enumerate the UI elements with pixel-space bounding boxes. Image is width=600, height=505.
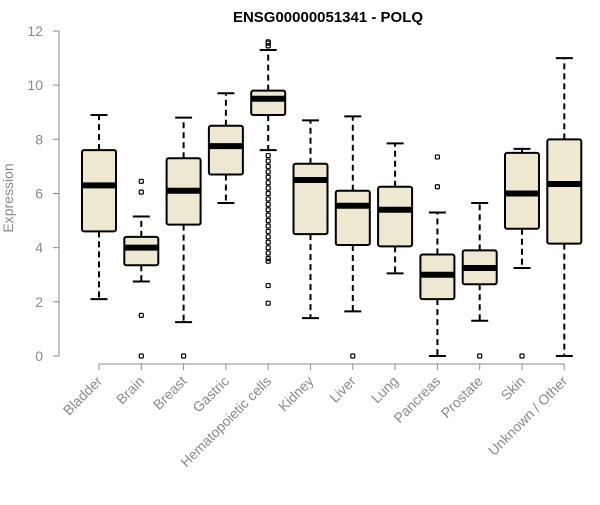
- outlier-point: [265, 300, 271, 306]
- x-tick-label: Kidney: [275, 373, 317, 415]
- outlier-point: [265, 39, 271, 45]
- y-tick-label: 6: [35, 186, 43, 202]
- outlier-point: [265, 250, 271, 256]
- box-group-skin: [504, 147, 540, 359]
- outlier-point: [265, 190, 271, 197]
- iqr-box: [207, 124, 244, 176]
- outlier-point: [265, 180, 271, 186]
- outlier-point: [265, 223, 271, 229]
- box-group-pancreas: [419, 154, 456, 357]
- y-tick-label: 4: [35, 240, 43, 256]
- y-tick-label: 12: [27, 23, 43, 39]
- box-group-unknown-other: [546, 57, 583, 357]
- outlier-point: [138, 189, 144, 195]
- outlier-point: [265, 239, 271, 245]
- outlier-point: [265, 185, 271, 191]
- outlier-point: [265, 234, 271, 240]
- outlier-point: [434, 184, 440, 190]
- outlier-point: [265, 201, 271, 207]
- box-group-prostate: [461, 201, 498, 359]
- outlier-point: [265, 174, 271, 180]
- outlier-point: [265, 217, 271, 224]
- chart-title: ENSG00000051341 - POLQ: [233, 9, 423, 26]
- y-tick-label: 0: [35, 348, 43, 364]
- outlier-point: [265, 258, 271, 264]
- outlier-point: [434, 154, 440, 160]
- box-group-bladder: [81, 113, 117, 301]
- x-tick-label: Unknown / Other: [485, 373, 571, 459]
- y-tick-label: 10: [27, 77, 43, 93]
- x-tick-label: Prostate: [438, 373, 486, 421]
- outlier-point: [265, 196, 271, 202]
- x-tick-label: Skin: [498, 373, 529, 404]
- outlier-point: [265, 207, 271, 213]
- x-tick-label: Brain: [113, 373, 147, 407]
- box-group-brain: [123, 178, 160, 359]
- iqr-box: [334, 189, 371, 246]
- outlier-point: [477, 353, 483, 359]
- outlier-point: [265, 228, 271, 235]
- box-group-hematopoietic-cells: [250, 39, 287, 306]
- y-axis-label: Expression: [0, 163, 16, 232]
- box-group-kidney: [292, 119, 329, 320]
- outlier-point: [265, 152, 271, 159]
- outlier-point: [265, 282, 271, 289]
- outlier-point: [519, 353, 525, 359]
- iqr-box: [292, 162, 329, 236]
- box-series: [81, 39, 583, 359]
- iqr-box: [81, 149, 117, 233]
- y-tick-label: 8: [35, 131, 43, 147]
- outlier-point: [350, 353, 356, 359]
- outlier-point: [138, 312, 144, 318]
- box-group-lung: [377, 142, 414, 275]
- outlier-point: [265, 158, 271, 164]
- outlier-point: [265, 163, 271, 170]
- x-tick-label: Breast: [150, 373, 190, 413]
- iqr-box: [250, 89, 287, 116]
- box-group-breast: [165, 116, 202, 359]
- outlier-point: [181, 353, 187, 359]
- outlier-point: [265, 255, 271, 262]
- outlier-point: [265, 245, 271, 251]
- iqr-box: [377, 185, 414, 248]
- box-group-gastric: [207, 92, 244, 204]
- outlier-point: [138, 353, 144, 359]
- iqr-box: [123, 235, 160, 267]
- outlier-point: [138, 178, 144, 184]
- iqr-box: [546, 138, 583, 245]
- x-tick-label: Bladder: [60, 373, 106, 419]
- box-group-liver: [334, 115, 371, 359]
- x-tick-label: Pancreas: [390, 373, 443, 426]
- outlier-point: [265, 169, 271, 175]
- x-tick-label: Liver: [326, 373, 359, 406]
- x-tick-label: Lung: [368, 373, 401, 406]
- y-tick-label: 2: [35, 294, 43, 310]
- outlier-point: [265, 212, 271, 218]
